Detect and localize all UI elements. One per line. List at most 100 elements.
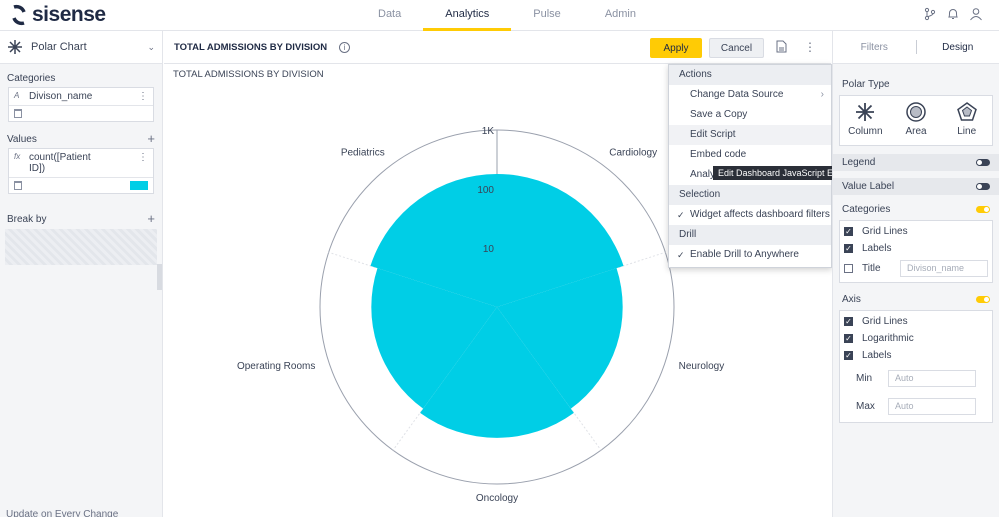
max-input[interactable]: Auto xyxy=(888,397,976,415)
breakby-drop-zone[interactable] xyxy=(5,229,157,265)
left-panel: Polar Chart ⌄ Categories A Divison_name … xyxy=(0,31,163,517)
values-field-box: fx count([Patient ID]) ⋮ xyxy=(8,148,154,194)
top-bar: sisense Data Analytics Pulse Admin xyxy=(0,0,999,31)
categories-field-box: A Divison_name ⋮ xyxy=(8,87,154,122)
polar-bar-cardiology xyxy=(497,173,624,307)
axis-options: ✓ Grid Lines ✓ Logarithmic ✓ Labels Min … xyxy=(839,310,993,423)
categories-toggle[interactable] xyxy=(976,206,990,213)
legend-label: Legend xyxy=(842,157,876,168)
axis-label: Axis xyxy=(842,294,861,305)
chart-type-selector[interactable]: Polar Chart ⌄ xyxy=(0,31,162,64)
logo[interactable]: sisense xyxy=(9,3,106,27)
polar-bar-oncology xyxy=(420,307,574,438)
category-label: Operating Rooms xyxy=(237,361,315,372)
value-label-row: Value Label xyxy=(833,178,999,195)
cat-grid-lines-row: ✓ Grid Lines xyxy=(840,223,992,240)
update-on-change-label: Update on Every Change xyxy=(6,509,119,517)
tab-filters[interactable]: Filters xyxy=(860,41,888,53)
axis-grid-lines-checkbox[interactable]: ✓ xyxy=(844,317,853,326)
menu-item-label: Widget affects dashboard filters xyxy=(690,209,830,220)
values-label: Values xyxy=(7,134,37,145)
menu-item-embed-code[interactable]: Embed code xyxy=(669,145,831,165)
value-field-label: count([Patient ID]) xyxy=(29,152,91,174)
chevron-down-icon: ⌄ xyxy=(147,41,155,52)
edit-script-tooltip: Edit Dashboard JavaScript Extension xyxy=(713,166,872,180)
logo-text: sisense xyxy=(32,3,106,26)
menu-item-enable-drill-to-anywhere[interactable]: ✓ Enable Drill to Anywhere xyxy=(669,245,831,265)
min-input[interactable]: Auto xyxy=(888,369,976,387)
text-field-icon: A xyxy=(14,91,20,100)
polar-type-line[interactable]: Line xyxy=(941,96,992,145)
axis-toggle[interactable] xyxy=(976,296,990,303)
cat-grid-lines-checkbox[interactable]: ✓ xyxy=(844,227,853,236)
widget-menu-icon[interactable]: ⋮ xyxy=(804,40,816,54)
categories-design-label: Categories xyxy=(842,204,891,215)
trash-icon[interactable] xyxy=(14,109,22,118)
polar-type-column-label: Column xyxy=(848,126,883,137)
axis-tick-label: 100 xyxy=(477,185,494,196)
cancel-button[interactable]: Cancel xyxy=(709,38,764,58)
widget-title[interactable]: TOTAL ADMISSIONS BY DIVISION xyxy=(174,41,328,53)
axis-labels-checkbox[interactable]: ✓ xyxy=(844,351,853,360)
menu-item-widget-affects-dashboard-filters[interactable]: ✓ Widget affects dashboard filters xyxy=(669,205,831,225)
values-section-label: Values + xyxy=(7,131,155,146)
apply-button[interactable]: Apply xyxy=(650,38,702,58)
max-label: Max xyxy=(856,400,875,412)
nav-pulse[interactable]: Pulse xyxy=(533,8,561,20)
main-area: TOTAL ADMISSIONS BY DIVISION i Apply Can… xyxy=(164,31,831,517)
color-swatch[interactable] xyxy=(130,181,148,190)
breakby-section-label: Break by + xyxy=(7,211,155,226)
add-breakby-icon[interactable]: + xyxy=(147,211,155,226)
cat-labels-checkbox[interactable]: ✓ xyxy=(844,244,853,253)
min-row: Min Auto xyxy=(840,364,992,392)
axis-logarithmic-row: ✓ Logarithmic xyxy=(840,330,992,347)
menu-item-change-data-source[interactable]: Change Data Source › xyxy=(669,85,831,105)
nav-data[interactable]: Data xyxy=(378,8,402,20)
category-label: Oncology xyxy=(476,493,518,504)
category-field[interactable]: A Divison_name ⋮ xyxy=(9,88,153,105)
document-icon[interactable] xyxy=(776,40,787,53)
check-icon: ✓ xyxy=(677,250,685,260)
max-row: Max Auto xyxy=(840,392,992,420)
sisense-logo-icon xyxy=(12,4,26,26)
menu-item-label: Enable Drill to Anywhere xyxy=(690,249,799,260)
field-menu-icon[interactable]: ⋮ xyxy=(138,91,148,102)
cat-title-input[interactable]: Divison_name xyxy=(900,260,988,277)
tab-design[interactable]: Design xyxy=(942,41,974,53)
bell-icon[interactable] xyxy=(946,7,960,21)
formula-icon: fx xyxy=(14,152,21,161)
polar-line-icon xyxy=(956,102,977,121)
category-field-footer xyxy=(9,105,153,121)
add-value-icon[interactable]: + xyxy=(147,131,155,146)
menu-item-save-a-copy[interactable]: Save a Copy xyxy=(669,105,831,125)
value-field[interactable]: fx count([Patient ID]) ⋮ xyxy=(9,149,153,177)
right-panel: Filters Design Polar Type Column Area Li… xyxy=(832,31,999,517)
info-icon[interactable]: i xyxy=(339,41,351,53)
menu-item-label: Edit Script xyxy=(690,129,736,140)
menu-item-label: Embed code xyxy=(690,149,747,160)
menu-section-actions: Actions xyxy=(669,65,831,85)
polar-chart: Cardiology Neurology Oncology Operating Roo… xyxy=(237,126,725,504)
field-menu-icon[interactable]: ⋮ xyxy=(138,152,148,163)
category-label: Cardiology xyxy=(609,147,657,158)
user-icon[interactable] xyxy=(969,7,983,21)
branch-icon[interactable] xyxy=(923,7,937,21)
menu-item-edit-script[interactable]: Edit Script xyxy=(669,125,831,145)
widget-header: TOTAL ADMISSIONS BY DIVISION i xyxy=(164,31,831,64)
menu-section-selection: Selection xyxy=(669,185,831,205)
polar-bar-pediatrics xyxy=(370,173,497,307)
nav-analytics[interactable]: Analytics xyxy=(423,0,512,31)
panel-resize-handle[interactable] xyxy=(157,264,162,290)
trash-icon[interactable] xyxy=(14,181,22,190)
axis-logarithmic-checkbox[interactable]: ✓ xyxy=(844,334,853,343)
polar-type-column[interactable]: Column xyxy=(840,96,891,145)
axis-logarithmic-label: Logarithmic xyxy=(862,333,914,344)
main-nav: Data Analytics Pulse Admin xyxy=(356,0,658,31)
category-label: Neurology xyxy=(679,361,725,372)
cat-title-checkbox[interactable] xyxy=(844,264,853,273)
nav-admin[interactable]: Admin xyxy=(604,8,636,20)
legend-toggle[interactable] xyxy=(976,159,990,166)
polar-type-area[interactable]: Area xyxy=(891,96,942,145)
value-label-toggle[interactable] xyxy=(976,183,990,190)
cat-grid-lines-label: Grid Lines xyxy=(862,226,908,237)
